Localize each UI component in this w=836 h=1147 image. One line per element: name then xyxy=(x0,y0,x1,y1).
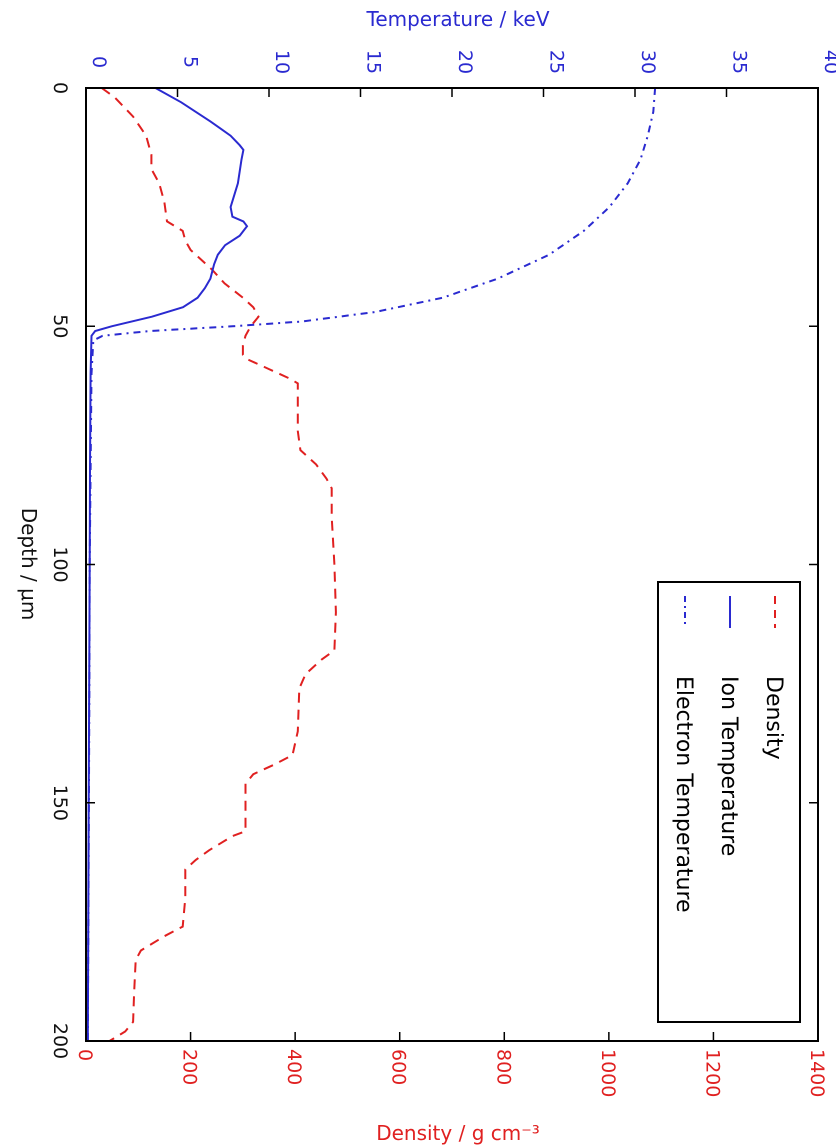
density-axis-label: Density / g cm⁻³ xyxy=(376,1121,540,1145)
density-tick-label: 200 xyxy=(179,1049,201,1085)
temperature-tick-label: 5 xyxy=(180,56,202,68)
density-tick-label: 400 xyxy=(283,1049,305,1085)
depth-tick-label: 200 xyxy=(49,1023,71,1059)
density-tick-label: 1200 xyxy=(701,1049,723,1097)
legend: Density Ion Temperature Electron Tempera… xyxy=(657,581,801,1023)
density-tick-label: 1000 xyxy=(597,1049,619,1097)
temperature-tick-label: 25 xyxy=(546,50,568,74)
series-layer xyxy=(86,87,657,1042)
temperature-axis-label: Temperature / keV xyxy=(366,7,550,31)
temperature-tick-label: 10 xyxy=(271,50,293,74)
depth-tick-label: 50 xyxy=(49,314,71,338)
legend-label-density: Density xyxy=(761,676,786,760)
temperature-tick-label: 35 xyxy=(729,50,751,74)
legend-label-ion-temperature: Ion Temperature xyxy=(716,676,741,856)
temperature-tick-label: 40 xyxy=(820,50,836,74)
temperature-tick-label: 15 xyxy=(363,50,385,74)
temperature-tick-label: 30 xyxy=(637,50,659,74)
depth-tick-label: 0 xyxy=(49,82,71,94)
series-line-density xyxy=(101,87,337,1042)
depth-axis-label: Depth / μm xyxy=(17,508,41,621)
density-tick-label: 800 xyxy=(492,1049,514,1085)
depth-tick-label: 150 xyxy=(49,785,71,821)
ticks-layer: 0 5 10 15 20 25 30 35 400 200 400 600 800 1000 1200 140… xyxy=(49,50,836,1097)
density-tick-label: 600 xyxy=(388,1049,410,1085)
temperature-tick-label: 0 xyxy=(88,56,110,68)
legend-box xyxy=(657,581,801,1023)
depth-tick-label: 100 xyxy=(49,546,71,582)
temperature-tick-label: 20 xyxy=(454,50,476,74)
density-tick-label: 1400 xyxy=(806,1049,828,1097)
density-tick-label: 0 xyxy=(74,1049,96,1061)
legend-label-electron-temperature: Electron Temperature xyxy=(671,676,696,913)
